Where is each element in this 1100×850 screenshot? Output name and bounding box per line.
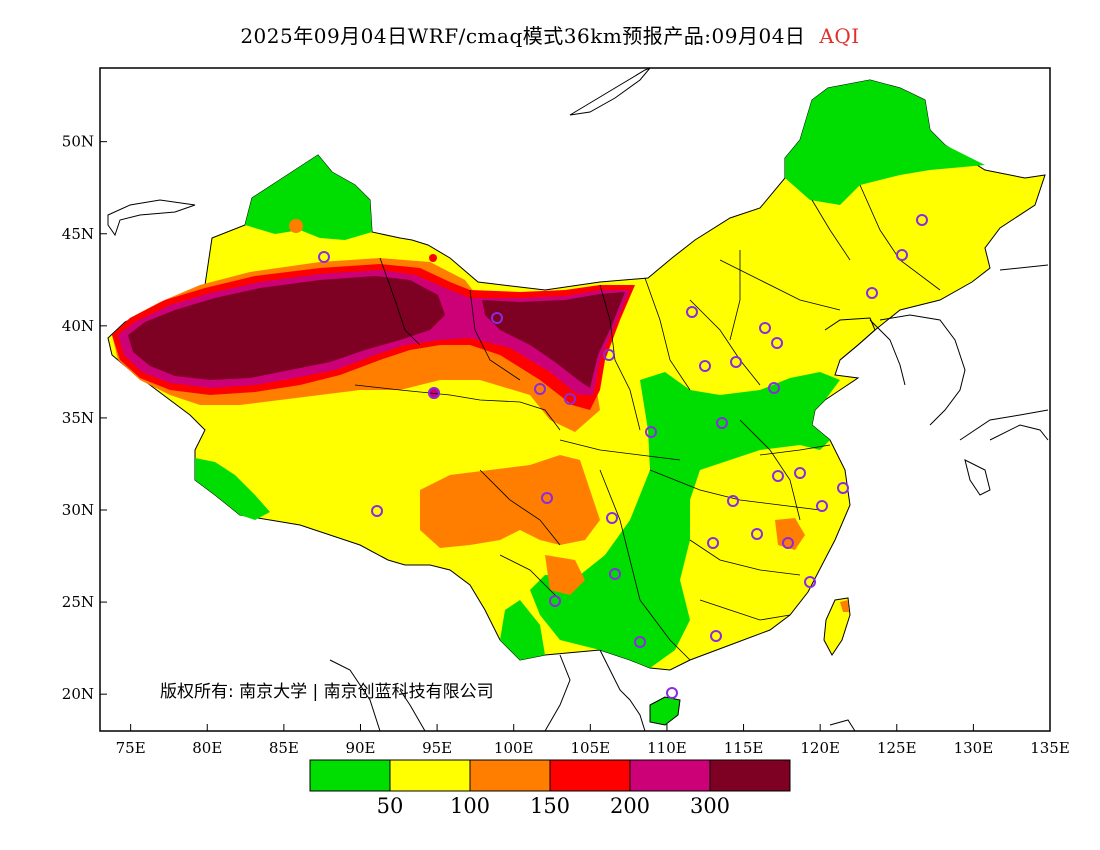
lon-tick-label: 125E [877, 739, 917, 757]
legend-label: 50 [377, 794, 404, 818]
green-west-tibet [195, 458, 270, 520]
copyright-note: 版权所有: 南京大学 | 南京创蓝科技有限公司 [160, 682, 494, 702]
copyright-text: 版权所有: 南京大学 | 南京创蓝科技有限公司 [160, 682, 494, 702]
title-main: 2025年09月04日WRF/cmaq模式36km预报产品:09月04日 [240, 24, 806, 48]
hazardous-taklimakan [128, 276, 445, 380]
lon-tick-label: 135E [1030, 739, 1070, 757]
green-hainan [649, 696, 681, 726]
coastlines [107, 68, 1049, 731]
station-markers [318, 214, 928, 699]
lat-tick-label: 35N [62, 409, 94, 427]
legend-label: 300 [690, 794, 730, 818]
map-fill [107, 68, 1049, 731]
legend-label: 200 [610, 794, 650, 818]
lon-tick-label: 120E [800, 739, 840, 757]
green-north-xinjiang [245, 155, 372, 240]
color-legend: 50 100 150 200 300 [309, 759, 791, 818]
lon-tick-label: 115E [724, 739, 764, 757]
lon-tick-label: 95E [422, 739, 452, 757]
lat-tick-label: 30N [62, 501, 94, 519]
hazardous-alxa [482, 292, 625, 388]
lon-tick-label: 90E [345, 739, 375, 757]
legend-label: 150 [530, 794, 570, 818]
lat-tick-label: 40N [62, 317, 94, 335]
lon-tick-label: 105E [571, 739, 611, 757]
hotspot-turpan [429, 254, 437, 262]
latitude-ticks: 20N 25N 30N 35N 40N 45N 50N [62, 133, 107, 703]
taiwan-orange [840, 600, 849, 612]
orange-sichuan [420, 455, 600, 548]
legend-swatch [309, 759, 391, 792]
map-title: 2025年09月04日WRF/cmaq模式36km预报产品:09月04日 AQI [0, 20, 1100, 49]
lat-tick-label: 20N [62, 685, 94, 703]
map-frame [99, 67, 1051, 732]
taiwan-island [823, 597, 851, 656]
green-heilongjiang [785, 80, 985, 205]
lon-tick-label: 100E [494, 739, 534, 757]
legend-swatch [709, 759, 791, 792]
legend-label: 100 [450, 794, 490, 818]
legend-swatch [629, 759, 711, 792]
green-south-coast [500, 600, 545, 660]
legend-swatch [469, 759, 551, 792]
province-borders [354, 184, 941, 661]
legend-swatch [549, 759, 631, 792]
lat-tick-label: 50N [62, 133, 94, 151]
lon-tick-label: 75E [116, 739, 146, 757]
lon-tick-label: 80E [192, 739, 222, 757]
lat-tick-label: 45N [62, 225, 94, 243]
legend-swatch [389, 759, 471, 792]
green-southwest [530, 372, 840, 668]
orange-south-patch [545, 555, 585, 595]
longitude-ticks: 75E 80E 85E 90E 95E 100E 105E 110E 115E 120E 125E 1… [116, 724, 1070, 757]
hotspot-junggar [289, 219, 303, 233]
lat-tick-label: 25N [62, 593, 94, 611]
lon-tick-label: 85E [269, 739, 299, 757]
lon-tick-label: 110E [647, 739, 687, 757]
lon-tick-label: 130E [954, 739, 994, 757]
title-variable: AQI [819, 24, 860, 48]
